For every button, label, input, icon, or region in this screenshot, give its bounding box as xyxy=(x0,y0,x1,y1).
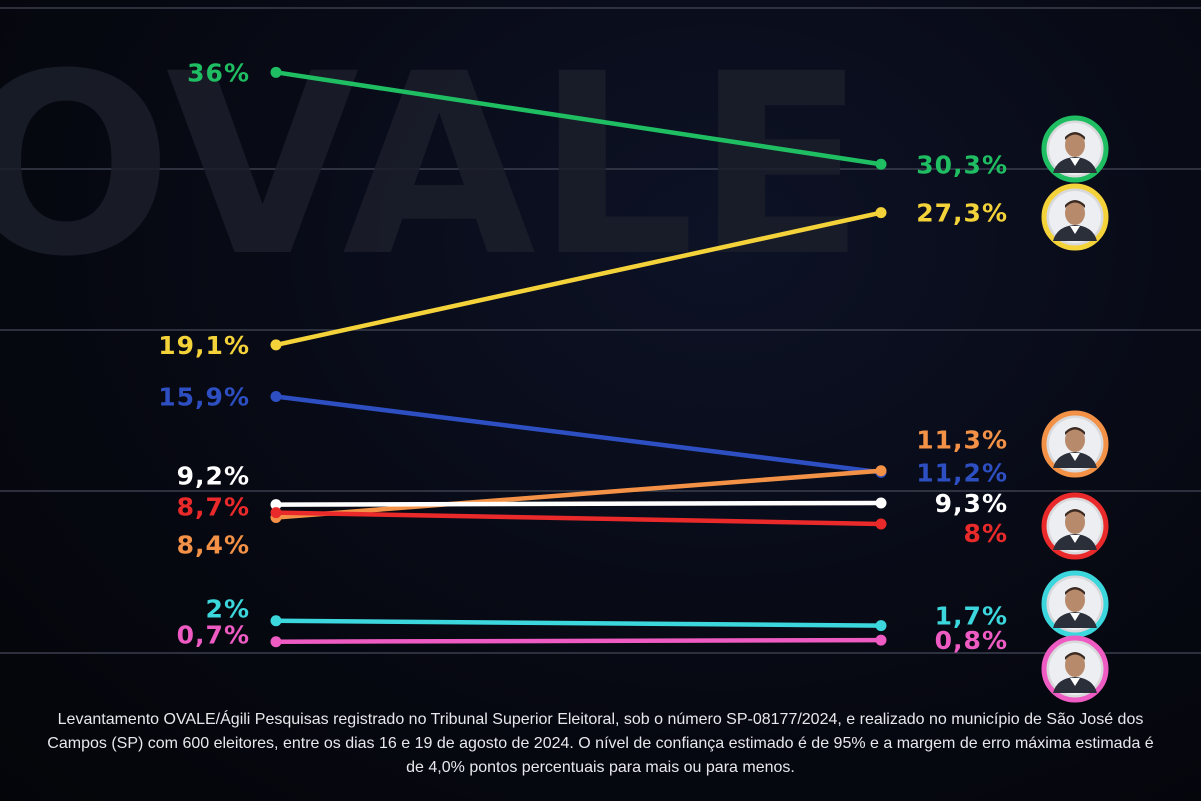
value-label-end: 9,3% xyxy=(935,489,1008,518)
data-point xyxy=(270,339,282,351)
series-line xyxy=(273,394,884,475)
series-line xyxy=(273,468,884,520)
value-label-start: 9,2% xyxy=(177,462,250,491)
candidate-avatar xyxy=(1041,183,1109,251)
series-line xyxy=(273,637,884,644)
value-label-end: 8% xyxy=(964,519,1008,548)
candidate-avatars xyxy=(1041,115,1109,703)
value-label-end: 11,2% xyxy=(916,458,1008,487)
series-line xyxy=(273,210,884,348)
series-line xyxy=(273,618,884,628)
series-line xyxy=(273,500,884,507)
data-point xyxy=(875,518,887,530)
value-label-end: 1,7% xyxy=(935,602,1008,631)
methodology-footnote: Levantamento OVALE/Ágili Pesquisas regis… xyxy=(47,711,1154,776)
data-point xyxy=(875,158,887,170)
value-label-end: 27,3% xyxy=(916,199,1008,228)
value-label-start: 2% xyxy=(206,595,250,624)
gridlines xyxy=(0,7,1201,654)
series-line xyxy=(273,510,884,527)
value-label-start: 8,4% xyxy=(177,531,250,560)
data-point xyxy=(270,66,282,78)
value-label-end: 30,3% xyxy=(916,150,1008,179)
data-point xyxy=(270,636,282,648)
data-point xyxy=(270,507,282,519)
data-point xyxy=(270,615,282,627)
value-label-start: 36% xyxy=(187,58,250,87)
value-label-start: 15,9% xyxy=(158,383,250,412)
candidate-avatar xyxy=(1041,115,1109,183)
candidate-avatar xyxy=(1041,492,1109,560)
ovale-watermark: OVALE xyxy=(0,20,866,311)
value-label-start: 0,7% xyxy=(177,621,250,650)
data-point xyxy=(875,497,887,509)
data-point xyxy=(875,207,887,219)
data-point xyxy=(875,465,887,477)
series-line xyxy=(273,70,884,167)
data-point xyxy=(270,391,282,403)
value-labels: 36% 30,3% 19,1% 27,3% 15,9% 11,2% 8,4% 11,3% 9,2… xyxy=(158,58,1008,655)
candidate-avatar xyxy=(1041,570,1109,638)
series-lines xyxy=(270,66,887,648)
value-label-start: 19,1% xyxy=(158,331,250,360)
value-label-end: 0,8% xyxy=(935,626,1008,655)
value-label-start: 8,7% xyxy=(177,493,250,522)
candidate-avatar xyxy=(1041,635,1109,703)
candidate-avatar xyxy=(1041,410,1109,478)
data-point xyxy=(875,620,887,632)
value-label-end: 11,3% xyxy=(916,426,1008,455)
data-point xyxy=(270,499,282,511)
data-point xyxy=(875,634,887,646)
